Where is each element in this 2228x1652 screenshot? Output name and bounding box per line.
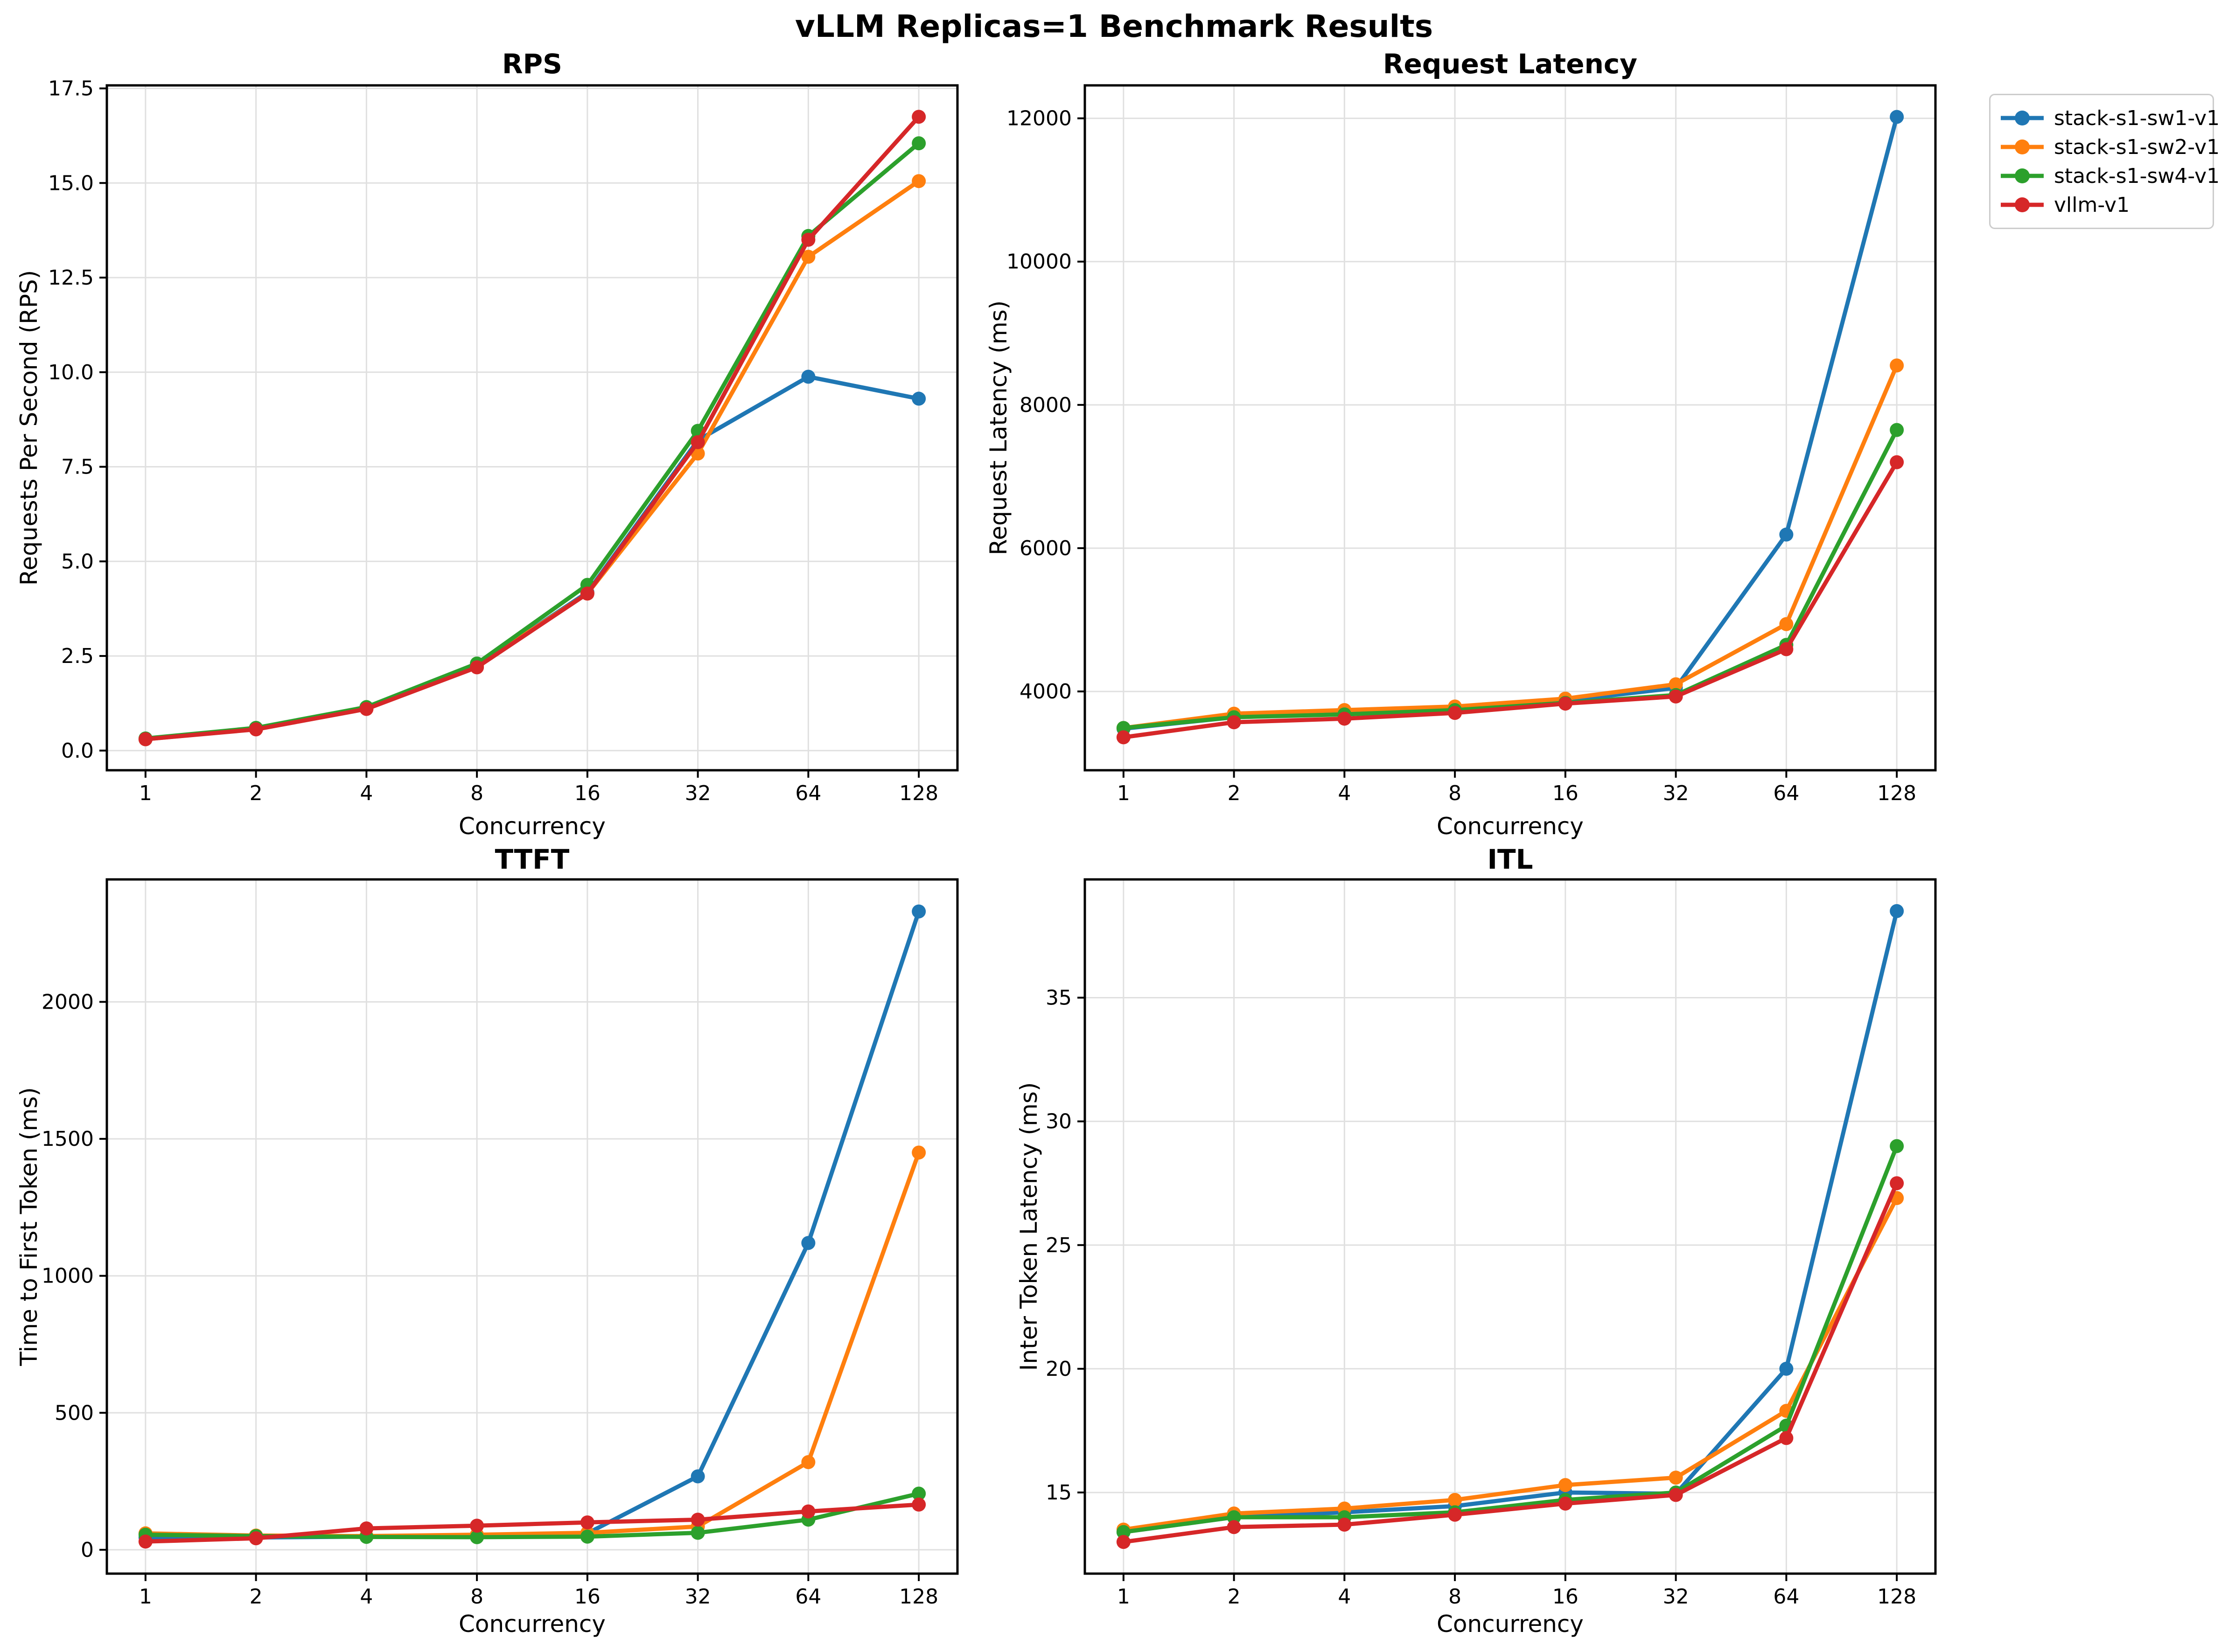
svg-text:4000: 4000 — [1020, 680, 1072, 704]
svg-text:17.5: 17.5 — [48, 77, 94, 100]
svg-text:32: 32 — [685, 781, 711, 805]
svg-text:1: 1 — [139, 781, 152, 805]
svg-text:0: 0 — [81, 1538, 94, 1562]
svg-text:2000: 2000 — [42, 990, 94, 1014]
svg-text:2: 2 — [250, 781, 263, 805]
svg-text:35: 35 — [1046, 986, 1072, 1010]
request-latency-chart-title: Request Latency — [1383, 48, 1638, 80]
ttft-ylabel: Time to First Token (ms) — [15, 1087, 42, 1366]
svg-text:64: 64 — [1773, 781, 1799, 805]
svg-text:2: 2 — [250, 1585, 263, 1609]
svg-text:1000: 1000 — [42, 1264, 94, 1288]
svg-text:128: 128 — [899, 1585, 938, 1609]
svg-text:2.5: 2.5 — [61, 644, 94, 668]
svg-text:10000: 10000 — [1006, 250, 1072, 274]
svg-text:64: 64 — [795, 1585, 821, 1609]
svg-text:8: 8 — [1448, 781, 1461, 805]
itl-chart-title: ITL — [1487, 843, 1533, 875]
svg-text:4: 4 — [1338, 781, 1351, 805]
svg-text:15: 15 — [1046, 1481, 1072, 1505]
svg-text:7.5: 7.5 — [61, 455, 94, 479]
svg-text:12000: 12000 — [1006, 107, 1072, 131]
svg-text:128: 128 — [1877, 781, 1916, 805]
legend: stack-s1-sw1-v1 stack-s1-sw2-v1 stack-s1… — [1989, 94, 2220, 229]
svg-text:15.0: 15.0 — [48, 171, 94, 195]
svg-text:2: 2 — [1228, 781, 1241, 805]
itl-ylabel: Inter Token Latency (ms) — [1015, 1082, 1042, 1371]
svg-text:2: 2 — [1228, 1585, 1241, 1609]
legend-item-vllm-v1: vllm-v1 — [2001, 190, 2202, 219]
legend-line-marker-icon — [2001, 167, 2044, 185]
request-latency-ylabel: Request Latency (ms) — [985, 300, 1012, 556]
legend-label: stack-s1-sw2-v1 — [2054, 135, 2220, 159]
svg-text:1: 1 — [1117, 781, 1130, 805]
itl-xlabel: Concurrency — [1436, 1610, 1584, 1638]
svg-text:1500: 1500 — [42, 1127, 94, 1151]
legend-label: stack-s1-sw4-v1 — [2054, 164, 2220, 188]
svg-text:5.0: 5.0 — [61, 550, 94, 573]
svg-text:64: 64 — [795, 781, 821, 805]
svg-text:12.5: 12.5 — [48, 266, 94, 290]
svg-text:16: 16 — [1552, 781, 1578, 805]
svg-text:8000: 8000 — [1020, 393, 1072, 417]
svg-text:25: 25 — [1046, 1234, 1072, 1257]
svg-text:16: 16 — [1552, 1585, 1578, 1609]
svg-text:128: 128 — [1877, 1585, 1916, 1609]
request-latency-xlabel: Concurrency — [1436, 813, 1584, 840]
svg-text:1: 1 — [139, 1585, 152, 1609]
svg-text:0.0: 0.0 — [61, 739, 94, 763]
svg-text:6000: 6000 — [1020, 537, 1072, 560]
svg-text:64: 64 — [1773, 1585, 1799, 1609]
svg-text:500: 500 — [55, 1401, 94, 1425]
legend-item-stack-s1-sw2-v1: stack-s1-sw2-v1 — [2001, 132, 2220, 161]
legend-line-marker-icon — [2001, 138, 2044, 156]
legend-item-stack-s1-sw4-v1: stack-s1-sw4-v1 — [2001, 161, 2220, 190]
svg-text:4: 4 — [360, 1585, 373, 1609]
legend-line-marker-icon — [2001, 109, 2044, 127]
svg-text:1: 1 — [1117, 1585, 1130, 1609]
ttft-xlabel: Concurrency — [458, 1610, 606, 1638]
svg-text:30: 30 — [1046, 1110, 1072, 1134]
svg-text:32: 32 — [1663, 1585, 1689, 1609]
svg-text:8: 8 — [470, 1585, 483, 1609]
rps-chart-title: RPS — [502, 48, 562, 80]
svg-text:16: 16 — [574, 1585, 601, 1609]
figure-title: vLLM Replicas=1 Benchmark Results — [795, 8, 1433, 44]
svg-text:8: 8 — [470, 781, 483, 805]
svg-text:32: 32 — [1663, 781, 1689, 805]
rps-ylabel: Requests Per Second (RPS) — [15, 270, 42, 586]
legend-label: vllm-v1 — [2054, 193, 2130, 217]
svg-text:8: 8 — [1448, 1585, 1461, 1609]
svg-text:20: 20 — [1046, 1357, 1072, 1381]
svg-text:4: 4 — [1338, 1585, 1351, 1609]
svg-text:16: 16 — [574, 781, 601, 805]
svg-text:4: 4 — [360, 781, 373, 805]
legend-item-stack-s1-sw1-v1: stack-s1-sw1-v1 — [2001, 104, 2220, 132]
ttft-chart-title: TTFT — [495, 843, 570, 875]
svg-text:10.0: 10.0 — [48, 361, 94, 384]
svg-text:128: 128 — [899, 781, 938, 805]
legend-line-marker-icon — [2001, 195, 2044, 214]
legend-label: stack-s1-sw1-v1 — [2054, 106, 2220, 130]
rps-xlabel: Concurrency — [458, 813, 606, 840]
svg-text:32: 32 — [685, 1585, 711, 1609]
